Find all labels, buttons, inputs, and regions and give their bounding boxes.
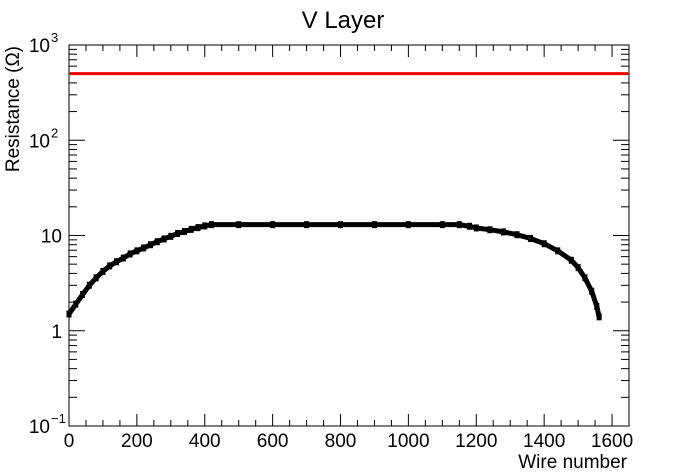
y-axis-label: Resistance (Ω) bbox=[3, 46, 24, 172]
y-tick-label: 10 bbox=[29, 36, 50, 57]
data-point bbox=[86, 281, 92, 289]
data-point bbox=[594, 302, 600, 310]
data-point bbox=[338, 221, 344, 229]
data-point bbox=[161, 235, 167, 243]
plot-frame bbox=[68, 44, 630, 427]
y-tick-exponent: −1 bbox=[51, 411, 66, 426]
data-point bbox=[456, 221, 462, 229]
data-point bbox=[596, 313, 602, 321]
data-point bbox=[555, 247, 561, 255]
data-point bbox=[80, 291, 86, 299]
data-point bbox=[141, 244, 147, 252]
data-point bbox=[107, 262, 113, 270]
y-tick-label: 10 bbox=[29, 131, 50, 152]
data-point bbox=[500, 228, 506, 236]
data-point bbox=[270, 221, 276, 229]
data-point bbox=[73, 300, 79, 308]
data-point bbox=[236, 221, 242, 229]
data-point bbox=[575, 264, 581, 272]
x-tick-label: 1600 bbox=[591, 431, 633, 452]
data-point bbox=[127, 250, 133, 258]
data-series-line bbox=[66, 222, 602, 320]
data-point bbox=[466, 222, 472, 230]
data-point bbox=[541, 240, 547, 248]
data-point bbox=[439, 221, 445, 229]
data-point bbox=[134, 247, 140, 255]
x-tick-label: 1200 bbox=[455, 431, 497, 452]
data-point bbox=[487, 226, 493, 234]
data-point bbox=[202, 222, 208, 230]
chart-title: V Layer bbox=[302, 7, 385, 34]
y-tick-label: 10 bbox=[41, 227, 62, 248]
x-tick-label: 400 bbox=[189, 431, 221, 452]
data-point bbox=[371, 221, 377, 229]
data-point bbox=[568, 256, 574, 264]
data-point bbox=[181, 228, 187, 236]
data-point bbox=[147, 241, 153, 249]
data-point bbox=[66, 310, 72, 318]
data-point bbox=[120, 254, 126, 262]
data-point bbox=[195, 224, 201, 232]
y-tick-exponent: 2 bbox=[51, 125, 58, 140]
y-tick-label: 1 bbox=[51, 322, 62, 343]
data-point bbox=[93, 274, 99, 282]
x-tick-label: 1000 bbox=[387, 431, 429, 452]
x-tick-label: 200 bbox=[121, 431, 153, 452]
x-tick-label: 600 bbox=[257, 431, 289, 452]
data-point bbox=[582, 274, 588, 282]
data-point bbox=[188, 225, 194, 233]
x-tick-label: 0 bbox=[64, 431, 75, 452]
x-axis-label: Wire number bbox=[518, 452, 627, 473]
data-point bbox=[114, 258, 120, 266]
y-tick-exponent: 3 bbox=[51, 30, 58, 45]
data-point bbox=[209, 221, 215, 229]
data-point bbox=[154, 238, 160, 246]
data-point bbox=[168, 232, 174, 240]
x-tick-label: 800 bbox=[325, 431, 357, 452]
y-tick-label: 10 bbox=[29, 417, 50, 438]
data-point bbox=[100, 267, 106, 275]
data-point bbox=[405, 221, 411, 229]
data-point bbox=[528, 235, 534, 243]
data-point bbox=[589, 287, 595, 295]
x-tick-label: 1400 bbox=[523, 431, 565, 452]
data-point bbox=[175, 229, 181, 237]
data-point bbox=[514, 231, 520, 239]
data-point bbox=[473, 224, 479, 232]
data-point bbox=[304, 221, 310, 229]
